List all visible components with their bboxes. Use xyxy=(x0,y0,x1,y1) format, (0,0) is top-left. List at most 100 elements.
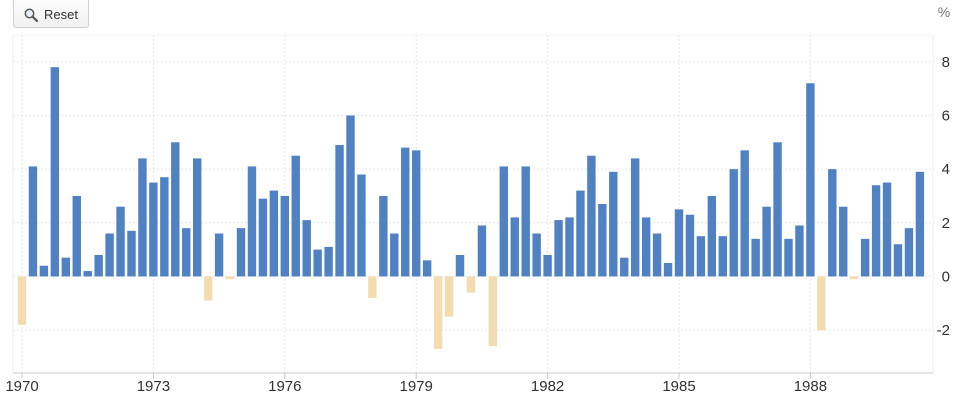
bar[interactable] xyxy=(203,276,213,301)
bar[interactable] xyxy=(160,177,169,277)
bar[interactable] xyxy=(83,271,92,277)
x-tick-label: 1979 xyxy=(400,378,433,395)
bar[interactable] xyxy=(652,233,662,277)
bar[interactable] xyxy=(466,276,476,293)
bar[interactable] xyxy=(893,244,903,277)
bar[interactable] xyxy=(565,217,574,277)
bar[interactable] xyxy=(302,220,311,277)
bar[interactable] xyxy=(860,238,870,277)
y-tick-label: -2 xyxy=(937,322,950,339)
bars xyxy=(17,67,925,349)
bar[interactable] xyxy=(696,236,706,277)
bar[interactable] xyxy=(313,249,322,277)
bar[interactable] xyxy=(390,233,399,277)
bar[interactable] xyxy=(94,254,103,277)
y-tick-label: 2 xyxy=(942,215,950,232)
bar[interactable] xyxy=(214,233,224,277)
bar[interactable] xyxy=(50,67,60,277)
bar[interactable] xyxy=(280,195,289,277)
y-unit-label: % xyxy=(938,4,950,20)
bar[interactable] xyxy=(882,182,892,277)
bar[interactable] xyxy=(357,174,366,277)
bar[interactable] xyxy=(740,150,749,277)
bar[interactable] xyxy=(828,169,837,277)
bar[interactable] xyxy=(335,144,344,277)
bar[interactable] xyxy=(72,195,81,277)
bar[interactable] xyxy=(499,166,508,277)
bar[interactable] xyxy=(401,147,410,277)
bar[interactable] xyxy=(182,228,191,277)
bar[interactable] xyxy=(532,233,541,277)
x-tick-label: 1973 xyxy=(137,378,170,395)
bar[interactable] xyxy=(28,166,38,277)
bar[interactable] xyxy=(871,185,881,277)
bar[interactable] xyxy=(324,246,333,277)
bar[interactable] xyxy=(587,155,596,277)
bar[interactable] xyxy=(39,265,49,277)
bar[interactable] xyxy=(269,190,279,277)
bar[interactable] xyxy=(839,206,848,277)
bar[interactable] xyxy=(193,158,202,277)
bar[interactable] xyxy=(850,276,859,280)
bar[interactable] xyxy=(554,220,563,277)
bar[interactable] xyxy=(488,276,498,347)
bar[interactable] xyxy=(291,155,300,277)
bar[interactable] xyxy=(904,228,914,277)
bar[interactable] xyxy=(346,115,355,277)
bar[interactable] xyxy=(762,206,771,277)
bar[interactable] xyxy=(620,257,629,277)
bar[interactable] xyxy=(455,254,465,277)
bar[interactable] xyxy=(225,276,235,280)
bar[interactable] xyxy=(236,228,246,277)
x-tick-label: 1988 xyxy=(794,378,827,395)
reset-zoom-button[interactable]: Reset xyxy=(13,0,89,28)
bar[interactable] xyxy=(477,225,487,277)
bar[interactable] xyxy=(368,276,377,298)
bar[interactable] xyxy=(422,260,432,277)
bar[interactable] xyxy=(17,276,27,325)
bar[interactable] xyxy=(806,83,815,277)
bar[interactable] xyxy=(784,238,793,277)
bar[interactable] xyxy=(915,171,925,277)
bar[interactable] xyxy=(598,204,607,277)
x-tick-label: 1970 xyxy=(5,378,38,395)
bar[interactable] xyxy=(138,158,147,277)
bar[interactable] xyxy=(685,214,695,277)
bar[interactable] xyxy=(751,238,760,277)
bar[interactable] xyxy=(127,230,136,277)
bar[interactable] xyxy=(521,166,530,277)
bar[interactable] xyxy=(674,209,684,277)
bar[interactable] xyxy=(609,171,618,277)
bar[interactable] xyxy=(444,276,454,317)
x-tick-label: 1982 xyxy=(531,378,564,395)
bar[interactable] xyxy=(795,225,804,277)
bar[interactable] xyxy=(543,254,552,277)
bar[interactable] xyxy=(663,263,673,277)
bar[interactable] xyxy=(171,142,180,277)
bar[interactable] xyxy=(718,236,727,277)
bar[interactable] xyxy=(576,190,585,277)
bar[interactable] xyxy=(707,195,717,277)
bar[interactable] xyxy=(412,150,421,277)
bar[interactable] xyxy=(149,182,158,277)
bar[interactable] xyxy=(510,217,519,277)
bar[interactable] xyxy=(729,169,738,277)
bar[interactable] xyxy=(61,257,70,277)
bar[interactable] xyxy=(379,195,388,277)
y-ticks: -2 0 2 4 6 8 xyxy=(937,54,950,339)
bar[interactable] xyxy=(105,233,114,277)
bar[interactable] xyxy=(433,276,443,349)
bar[interactable] xyxy=(631,158,640,277)
bar[interactable] xyxy=(817,276,826,331)
magnifier-icon xyxy=(24,8,39,22)
y-tick-label: 0 xyxy=(942,268,950,285)
x-tick-label: 1976 xyxy=(268,378,301,395)
bar[interactable] xyxy=(773,142,782,277)
x-ticks: 1970 1973 1976 1979 1982 1985 1988 xyxy=(5,373,827,395)
bar[interactable] xyxy=(258,198,268,277)
x-tick-label: 1985 xyxy=(662,378,695,395)
bar[interactable] xyxy=(116,206,125,277)
bar[interactable] xyxy=(247,166,257,277)
bar[interactable] xyxy=(641,217,651,277)
